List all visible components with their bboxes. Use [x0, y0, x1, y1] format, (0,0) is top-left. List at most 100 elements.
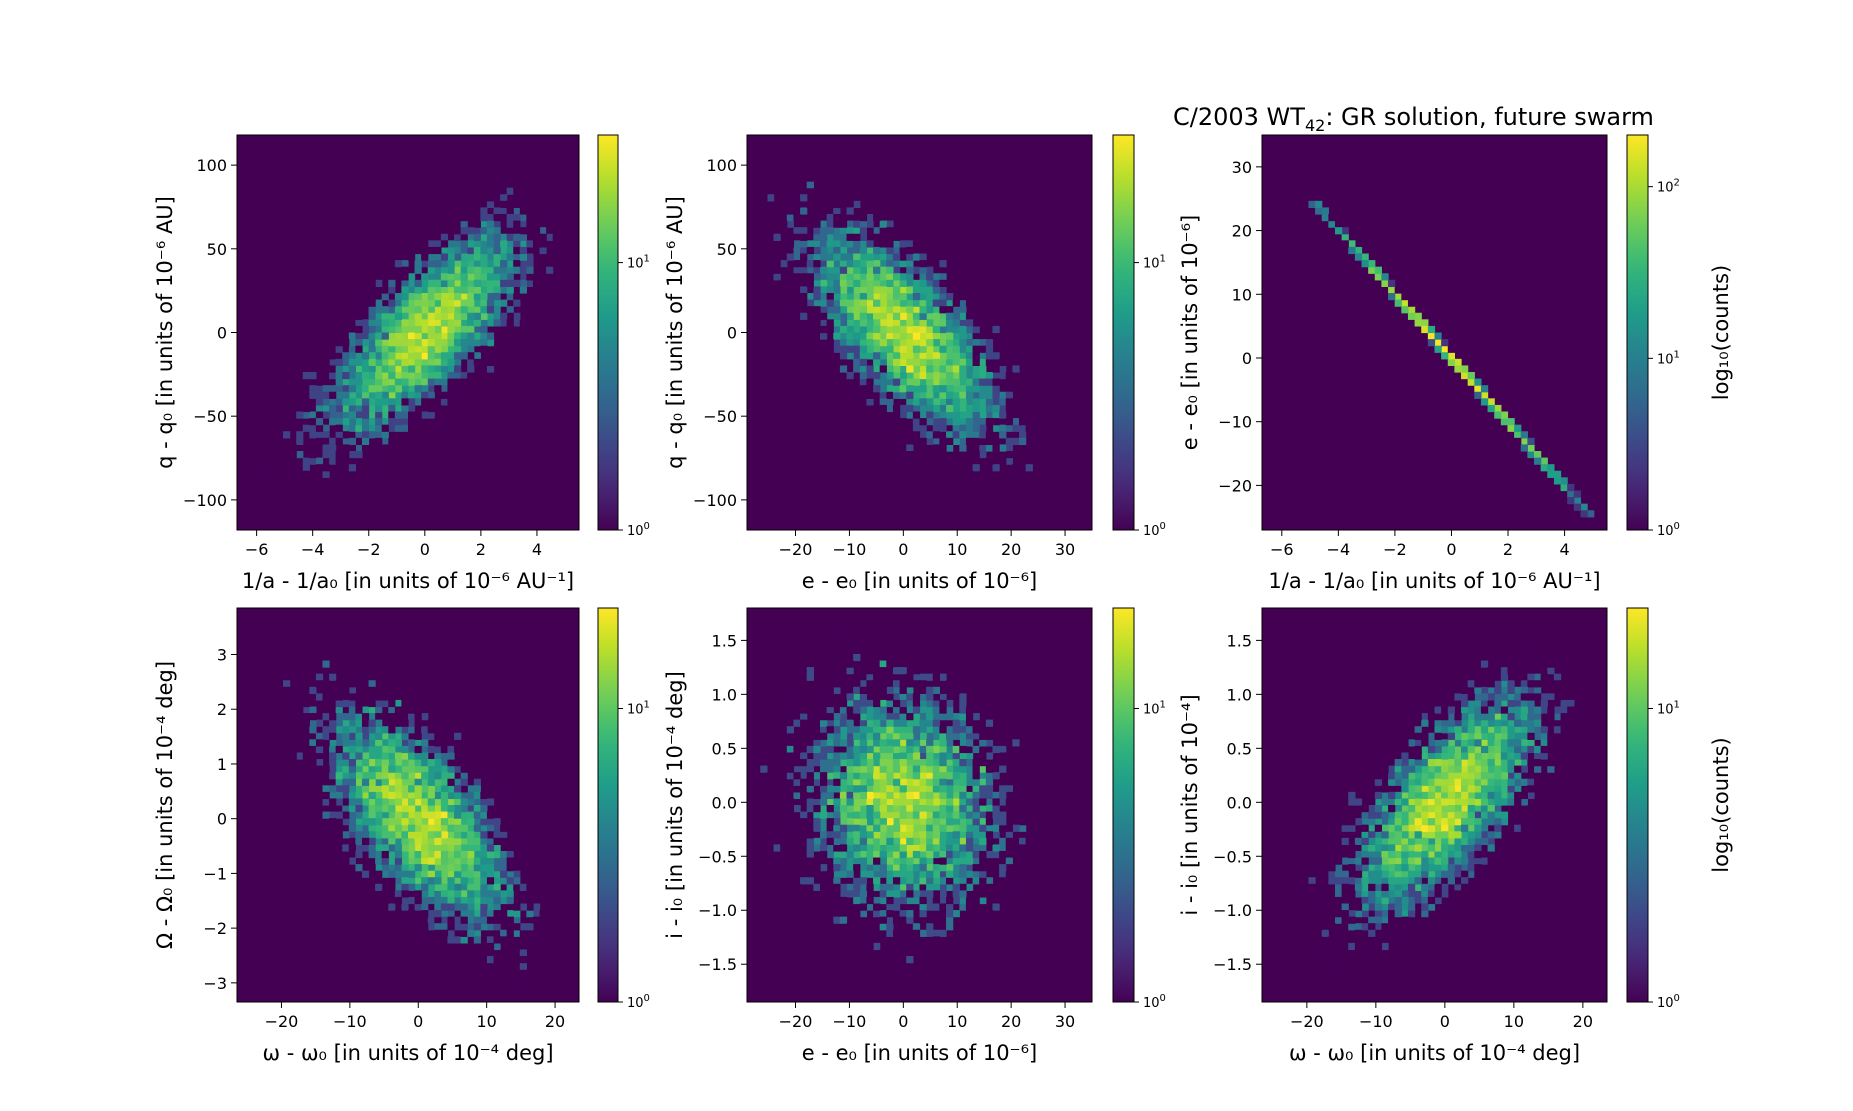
hex-cell [965, 293, 974, 301]
hex-cell [1454, 726, 1462, 734]
hex-cell [906, 699, 914, 708]
hex-cell [1487, 706, 1495, 714]
hex-cell [912, 306, 921, 314]
hex-cell [388, 693, 396, 701]
hex-cell [361, 391, 370, 399]
hex-cell [919, 837, 927, 845]
hex-cell [1447, 778, 1455, 786]
hex-cell [394, 765, 403, 773]
hex-cell [833, 306, 841, 314]
hex-cell [348, 398, 356, 406]
hex-cell [985, 424, 994, 432]
hex-cell [1467, 719, 1475, 727]
hex-cell [979, 864, 987, 872]
hex-cell [329, 759, 337, 767]
hex-cell [513, 877, 521, 885]
hex-cell [401, 325, 409, 334]
hex-cell [1553, 470, 1562, 478]
hex-cell [972, 424, 980, 432]
hex-cell [394, 831, 403, 839]
hex-cell [747, 135, 755, 143]
hex-cell [1334, 903, 1343, 911]
hex-cell [1388, 837, 1396, 845]
hex-cell [408, 299, 416, 307]
hex-cell [513, 253, 521, 261]
hex-cell [786, 765, 795, 773]
hex-cell [434, 293, 442, 301]
hex-cell [1354, 903, 1363, 911]
hex-cell [1480, 785, 1489, 793]
hex-cell [414, 713, 422, 721]
hex-cell [355, 864, 363, 872]
hex-cell [833, 890, 841, 898]
hex-cell [853, 352, 861, 360]
hex-cell [833, 673, 841, 681]
hex-cell [309, 411, 317, 419]
hex-cell [283, 477, 291, 485]
hex-cell [926, 923, 934, 931]
hex-cell [892, 772, 901, 780]
hex-cell [853, 214, 861, 222]
hex-cell [447, 293, 455, 301]
hex-cell [414, 286, 422, 294]
hex-cell [892, 227, 901, 235]
hex-cell [932, 785, 940, 793]
hex-cell [979, 916, 987, 924]
hex-cell [873, 870, 881, 878]
hex-cell [846, 306, 854, 314]
hex-cell [800, 240, 808, 248]
hex-cell [447, 266, 455, 274]
hex-cell [315, 785, 324, 793]
hex-cell [1441, 798, 1449, 806]
hex-cell [421, 850, 429, 859]
hex-cell [1361, 824, 1369, 832]
hex-cell [1288, 844, 1296, 852]
hex-cell [486, 798, 495, 806]
hex-cell [1494, 404, 1502, 413]
hex-cell [269, 510, 278, 518]
hex-cell [1447, 877, 1455, 885]
hex-cell [289, 759, 297, 767]
hex-cell [879, 765, 887, 773]
hex-cell [519, 253, 527, 261]
hex-cell [506, 260, 514, 268]
hex-cell [427, 870, 435, 878]
hex-cell [846, 312, 854, 320]
hex-cell [1401, 844, 1409, 852]
hex-cell [786, 699, 795, 708]
hex-cell [892, 286, 901, 294]
hex-cell [342, 857, 350, 865]
hex-cell [342, 699, 350, 708]
hex-cell [513, 181, 521, 189]
hex-cell [932, 418, 940, 426]
hex-cell [946, 358, 954, 367]
hex-cell [434, 778, 442, 786]
hex-cell [912, 431, 921, 439]
hex-cell [388, 818, 396, 826]
hex-cell [853, 299, 861, 307]
hex-cell [992, 818, 1000, 826]
hex-cell [846, 246, 854, 255]
hex-cell [454, 227, 462, 235]
hex-cell [766, 260, 775, 268]
hex-cell [1381, 942, 1389, 951]
hex-cell [546, 227, 554, 235]
hex-cell [1341, 942, 1349, 951]
hex-cell [919, 431, 927, 439]
hex-cell [800, 837, 808, 845]
hex-cell [388, 286, 396, 294]
hex-cell [1520, 759, 1528, 767]
hex-cell [866, 929, 874, 937]
hex-cell [440, 785, 449, 793]
hex-cell [388, 411, 396, 419]
hex-cell [899, 759, 907, 767]
hex-cell [421, 883, 429, 891]
hex-cell [932, 791, 940, 800]
hex-cell [493, 844, 501, 852]
hex-cell [1328, 864, 1336, 872]
hex-cell [388, 319, 396, 327]
hex-cell [919, 699, 927, 708]
hex-cell [972, 437, 980, 446]
hex-cell [447, 385, 455, 393]
hex-cell [309, 391, 317, 399]
